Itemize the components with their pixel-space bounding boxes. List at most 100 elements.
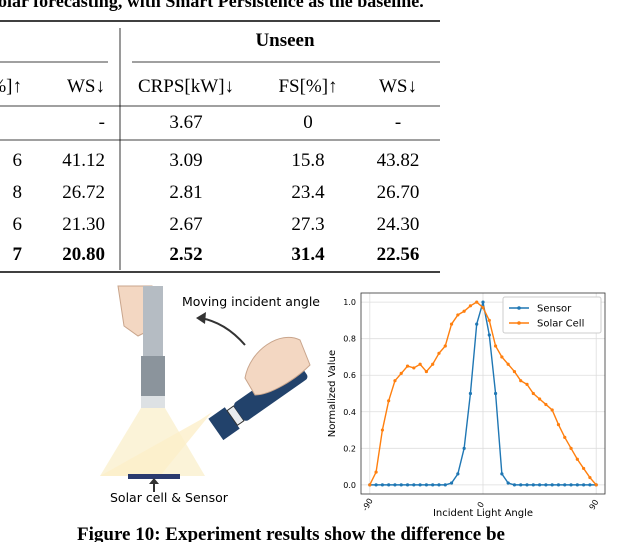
x-tick-label: -90 xyxy=(360,497,374,513)
point xyxy=(582,466,586,471)
point xyxy=(412,366,416,370)
point xyxy=(405,364,410,368)
legend-swatch xyxy=(517,306,521,310)
y-tick-label: 0.2 xyxy=(343,444,356,453)
light-cone xyxy=(100,408,205,476)
caption: Figure 10: Experiment results show the d… xyxy=(77,524,505,542)
table-cell: - xyxy=(395,112,401,133)
table-cell: 20.80 xyxy=(62,244,105,265)
point xyxy=(563,483,567,487)
point xyxy=(588,483,592,487)
point xyxy=(462,446,466,450)
light-cone xyxy=(100,412,212,476)
point xyxy=(512,483,517,487)
group-header: Unseen xyxy=(255,30,315,51)
point xyxy=(588,475,592,480)
y-tick-label: 0.8 xyxy=(343,335,356,344)
point xyxy=(418,483,422,487)
y-axis-label: Normalized Value xyxy=(327,350,338,437)
point xyxy=(531,391,535,396)
arrowhead xyxy=(196,312,206,324)
point xyxy=(512,369,517,374)
y-tick-label: 1.0 xyxy=(343,298,356,307)
point xyxy=(399,371,403,375)
point xyxy=(594,483,598,487)
point xyxy=(418,362,422,366)
point xyxy=(368,483,372,487)
point xyxy=(393,379,397,383)
caption-top: olar forecasting, with Smart Persistence… xyxy=(0,0,424,11)
point xyxy=(493,344,498,348)
point xyxy=(550,408,554,412)
x-axis-label: Incident Light Angle xyxy=(433,508,533,519)
table-cell: 2.81 xyxy=(169,182,202,203)
point xyxy=(468,391,473,396)
lamp xyxy=(141,356,165,396)
point xyxy=(582,483,586,487)
point xyxy=(525,382,529,386)
table-cell: 43.82 xyxy=(377,150,420,171)
table-cell: 26.70 xyxy=(377,182,420,203)
solar-cell xyxy=(128,474,180,479)
point xyxy=(525,483,529,487)
point xyxy=(468,304,473,308)
point xyxy=(575,483,579,487)
table-cell: 41.12 xyxy=(62,150,105,171)
table-cell: 3.67 xyxy=(169,112,202,133)
table-cell: 24.30 xyxy=(377,214,420,235)
point xyxy=(456,313,460,317)
table-cell: 26.72 xyxy=(62,182,105,203)
legend-swatch xyxy=(517,321,521,325)
y-tick-label: 0.6 xyxy=(343,371,356,380)
point xyxy=(405,483,410,487)
y-tick-label: 0.4 xyxy=(343,408,356,417)
point xyxy=(449,322,454,326)
table-cell: 2.52 xyxy=(169,244,202,265)
pointer xyxy=(149,478,159,484)
point xyxy=(544,483,548,487)
point xyxy=(475,322,479,326)
column-header: FS[%]↑ xyxy=(278,76,337,97)
point xyxy=(500,472,504,476)
table-cell: 22.56 xyxy=(377,244,420,265)
column-header: WS↓ xyxy=(379,76,417,97)
point xyxy=(519,483,523,487)
point xyxy=(487,318,491,323)
point xyxy=(374,470,378,474)
point xyxy=(462,309,466,313)
point xyxy=(550,483,554,487)
point xyxy=(481,306,485,310)
point xyxy=(487,333,491,337)
point xyxy=(506,481,510,485)
point xyxy=(569,483,573,487)
x-tick-label: 90 xyxy=(588,498,601,511)
table-cell: 6 xyxy=(13,150,23,171)
point xyxy=(443,344,447,348)
point xyxy=(456,472,460,476)
point xyxy=(380,428,384,432)
table-cell: 6 xyxy=(13,214,23,235)
legend-box xyxy=(502,296,602,334)
motion-label: Moving incident angle xyxy=(182,294,320,309)
point xyxy=(437,351,441,355)
point xyxy=(563,435,567,439)
point xyxy=(393,483,397,487)
table: Unseen %]↑ WS↓ CRPS[kW]↓ FS[%]↑ WS↓ - 3.67 0 - 6 4… xyxy=(0,20,440,273)
table-cell: 21.30 xyxy=(62,214,105,235)
point xyxy=(519,379,523,383)
table-cell: 3.09 xyxy=(169,150,202,171)
lamp xyxy=(141,396,165,408)
point xyxy=(443,483,447,487)
table-cell: 23.4 xyxy=(291,182,325,203)
flashlight-head xyxy=(208,407,240,441)
chart: 0.0 0.2 0.4 0.6 0.8 1.0 -90 0 90 Incident Light A… xyxy=(327,292,606,519)
point xyxy=(500,355,504,359)
table-cell: 2.67 xyxy=(169,214,202,235)
x-tick-label: 0 xyxy=(476,500,486,509)
table-cell: 27.3 xyxy=(291,214,324,235)
point xyxy=(556,422,561,427)
table-cell: - xyxy=(99,112,105,133)
table-cell: 31.4 xyxy=(291,244,325,265)
table-cell: 8 xyxy=(13,182,23,203)
